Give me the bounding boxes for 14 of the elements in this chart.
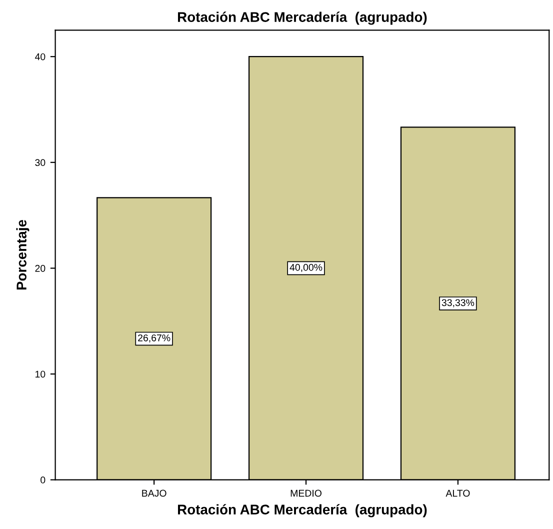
x-tick-label: BAJO	[142, 490, 166, 497]
y-tick-label: 10	[36, 370, 46, 378]
y-tick-label: 20	[35, 264, 46, 272]
y-tick-label: 40	[34, 53, 46, 60]
data-label: 40,00%	[290, 264, 322, 272]
x-tick-label: MEDIO	[290, 490, 322, 497]
x-axis-title: Rotación ABC Mercadería (agrupado)	[178, 504, 427, 518]
data-label: 33,33%	[442, 299, 474, 308]
x-tick-label: ALTO	[446, 490, 470, 497]
data-label: 26,67%	[138, 334, 170, 342]
y-tick-label: 0	[40, 476, 46, 484]
y-axis-title: Porcentaje	[16, 220, 30, 290]
y-tick-label: 30	[35, 159, 46, 166]
chart-title: Rotación ABC Mercadería (agrupado)	[178, 12, 427, 25]
